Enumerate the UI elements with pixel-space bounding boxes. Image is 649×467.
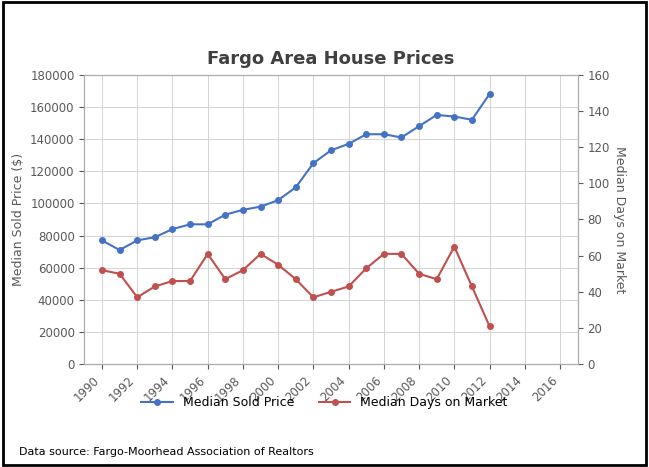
Median Days on Market <box>239 267 247 273</box>
Median Sold Price <box>151 234 159 240</box>
Median Sold Price <box>485 91 493 97</box>
Median Days on Market <box>433 276 441 282</box>
Median Sold Price <box>433 112 441 118</box>
Median Days on Market <box>485 324 493 329</box>
Median Sold Price <box>380 131 387 137</box>
Median Sold Price <box>116 247 123 253</box>
Median Days on Market <box>169 278 177 284</box>
Median Sold Price <box>415 123 423 129</box>
Median Days on Market <box>468 283 476 289</box>
Median Days on Market <box>256 251 264 257</box>
Text: Data source: Fargo-Moorhead Association of Realtors: Data source: Fargo-Moorhead Association … <box>19 447 314 457</box>
Title: Fargo Area House Prices: Fargo Area House Prices <box>207 50 455 68</box>
Median Days on Market <box>275 262 282 268</box>
Median Sold Price <box>98 238 106 243</box>
Y-axis label: Median Sold Price ($): Median Sold Price ($) <box>12 153 25 286</box>
Median Sold Price <box>362 131 370 137</box>
Median Days on Market <box>221 276 229 282</box>
Y-axis label: Median Days on Market: Median Days on Market <box>613 146 626 293</box>
Median Sold Price <box>310 160 317 166</box>
Median Days on Market <box>327 289 335 295</box>
Median Days on Market <box>204 251 212 257</box>
Legend: Median Sold Price, Median Days on Market: Median Sold Price, Median Days on Market <box>136 391 513 414</box>
Median Days on Market <box>186 278 194 284</box>
Median Sold Price <box>398 134 406 140</box>
Median Sold Price <box>133 238 141 243</box>
Median Sold Price <box>221 212 229 218</box>
Median Days on Market <box>292 276 300 282</box>
Median Sold Price <box>239 207 247 212</box>
Median Days on Market <box>98 267 106 273</box>
Median Sold Price <box>327 148 335 153</box>
Median Days on Market <box>362 266 370 271</box>
Median Days on Market <box>310 295 317 300</box>
Median Sold Price <box>450 114 458 120</box>
Median Sold Price <box>256 204 264 209</box>
Median Days on Market <box>151 283 159 289</box>
Median Sold Price <box>292 184 300 190</box>
Median Days on Market <box>415 271 423 276</box>
Line: Median Sold Price: Median Sold Price <box>99 91 493 253</box>
Median Days on Market <box>133 295 141 300</box>
Median Days on Market <box>116 271 123 276</box>
Median Days on Market <box>345 283 352 289</box>
Median Sold Price <box>345 141 352 147</box>
Median Sold Price <box>204 221 212 227</box>
Median Days on Market <box>450 244 458 249</box>
Line: Median Days on Market: Median Days on Market <box>99 244 493 329</box>
Median Sold Price <box>169 226 177 232</box>
Median Sold Price <box>186 221 194 227</box>
Median Sold Price <box>275 198 282 203</box>
Median Sold Price <box>468 117 476 122</box>
Median Days on Market <box>380 251 387 257</box>
Median Days on Market <box>398 251 406 257</box>
